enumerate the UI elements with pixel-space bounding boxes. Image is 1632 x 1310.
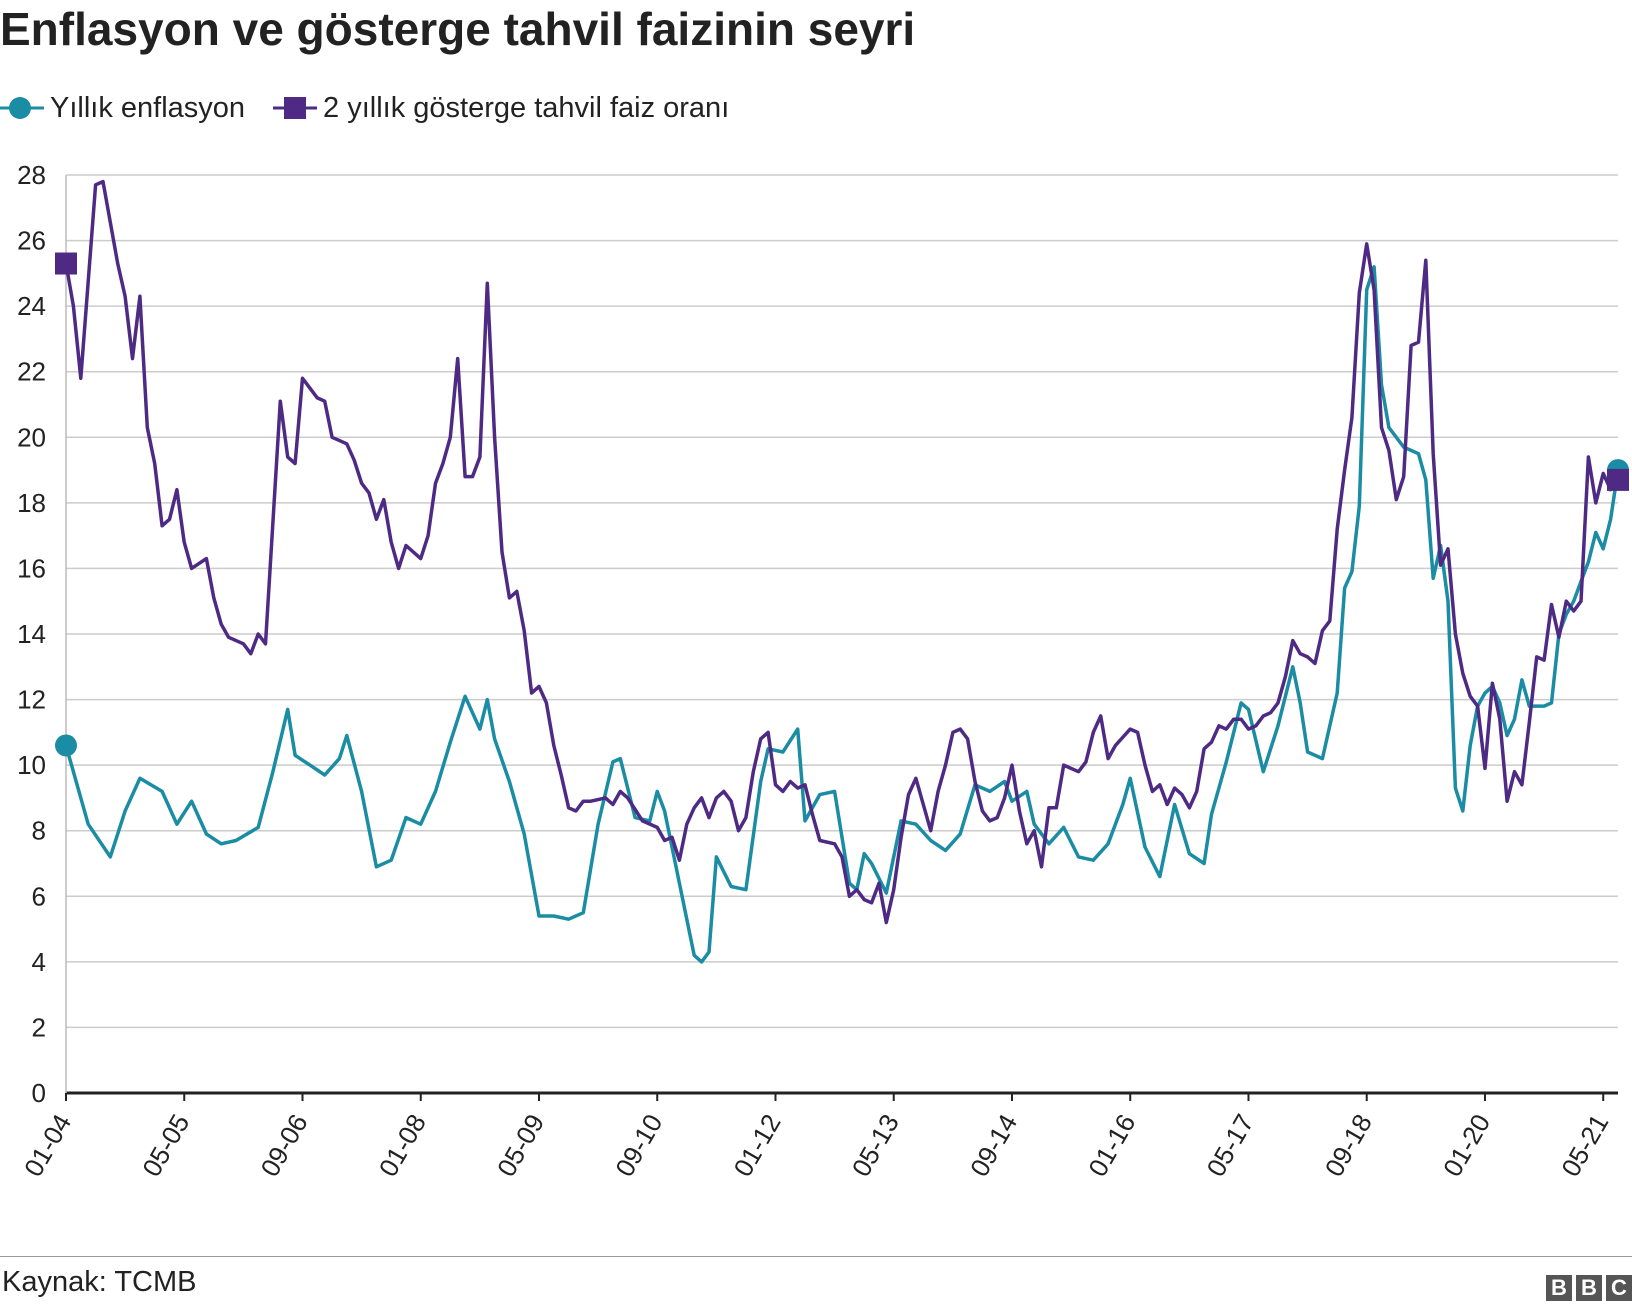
y-tick-label: 2 <box>32 1012 46 1042</box>
x-tick-label: 05-17 <box>1200 1109 1259 1182</box>
x-tick-label: 09-10 <box>609 1109 668 1182</box>
x-tick-label: 05-21 <box>1555 1109 1614 1182</box>
y-tick-label: 14 <box>17 619 46 649</box>
x-tick-label: 01-16 <box>1082 1109 1141 1182</box>
x-tick-label: 05-09 <box>491 1109 550 1182</box>
bbc-logo-letter: B <box>1576 1275 1602 1301</box>
y-tick-label: 26 <box>17 226 46 256</box>
y-tick-label: 12 <box>17 685 46 715</box>
series-end-markers <box>55 252 1629 757</box>
y-tick-label: 20 <box>17 422 46 452</box>
legend-label-bond-yield: 2 yıllık gösterge tahvil faiz oranı <box>323 91 730 124</box>
y-tick-label: 6 <box>32 881 46 911</box>
y-tick-label: 10 <box>17 750 46 780</box>
y-tick-label: 24 <box>17 291 46 321</box>
y-tick-label: 18 <box>17 488 46 518</box>
gridlines <box>65 174 1618 1095</box>
legend-item-inflation: Yıllık enflasyon <box>0 88 245 128</box>
series-1-start-marker <box>55 252 77 275</box>
legend-square-marker-icon <box>273 97 318 119</box>
x-tick-label: 01-12 <box>727 1109 786 1182</box>
footer-divider <box>0 1256 1632 1257</box>
series-lines <box>64 179 1620 964</box>
series-line-1 <box>64 179 1620 925</box>
x-tick-label: 09-06 <box>254 1109 313 1182</box>
series-0-start-marker <box>55 734 77 757</box>
x-tick-label: 01-08 <box>373 1109 432 1182</box>
x-tick-label: 01-20 <box>1437 1109 1496 1182</box>
y-tick-label: 28 <box>17 160 46 190</box>
x-axis-tick-labels: 01-04 05-05 09-06 01-08 05-09 09-10 01-12 05-13… <box>18 1093 1614 1182</box>
x-tick-label: 05-13 <box>846 1109 905 1182</box>
series-line-0 <box>64 265 1620 964</box>
x-tick-label: 05-05 <box>136 1109 195 1182</box>
bbc-logo-letter: C <box>1606 1275 1632 1301</box>
legend-circle-marker-icon <box>0 97 44 119</box>
legend-label-inflation: Yıllık enflasyon <box>50 91 246 124</box>
series-1-end-marker <box>1607 468 1629 491</box>
x-tick-label: 01-04 <box>18 1109 77 1182</box>
chart-title: Enflasyon ve gösterge tahvil faizinin se… <box>0 3 916 55</box>
y-tick-label: 16 <box>17 553 46 583</box>
y-tick-label: 0 <box>32 1078 46 1108</box>
legend: Yıllık enflasyon 2 yıllık gösterge tahvi… <box>0 88 757 128</box>
source-note: Kaynak: TCMB <box>2 1266 197 1298</box>
legend-item-bond-yield: 2 yıllık gösterge tahvil faiz oranı <box>273 88 729 128</box>
y-tick-label: 8 <box>32 816 46 846</box>
y-tick-label: 22 <box>17 357 46 387</box>
bbc-logo: B B C <box>1542 1275 1632 1301</box>
y-tick-label: 4 <box>32 947 46 977</box>
x-tick-label: 09-18 <box>1319 1109 1378 1182</box>
x-tick-label: 09-14 <box>964 1109 1023 1182</box>
bbc-logo-letter: B <box>1546 1275 1572 1301</box>
